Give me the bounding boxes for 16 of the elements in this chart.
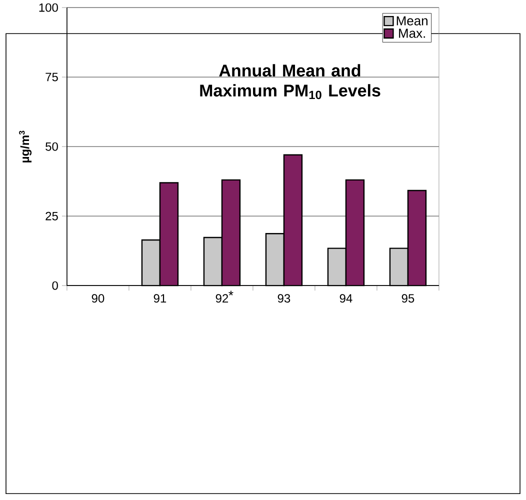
legend-label: Mean [396,16,428,26]
y-tick-label: 50 [46,142,58,151]
annotation: * [228,290,234,296]
legend-label: Max. [399,28,425,38]
x-tick-label: 93 [278,294,290,303]
x-tick-label: 91 [154,294,166,303]
x-tick-label: 92 [216,294,228,303]
x-tick-label: 95 [402,294,414,303]
y-tick-label: 75 [46,73,58,82]
text: Annual Mean and Maximum PM$_{10}$ Levels [200,64,380,100]
y-tick-label: 0 [52,282,58,290]
y-tick-label: 100 [39,4,58,12]
x-tick-label: 94 [340,294,352,303]
x-tick-label: 90 [92,294,104,303]
y-axis-title: µg/m$^{3}$ [19,130,32,163]
y-tick-label: 25 [46,212,58,220]
